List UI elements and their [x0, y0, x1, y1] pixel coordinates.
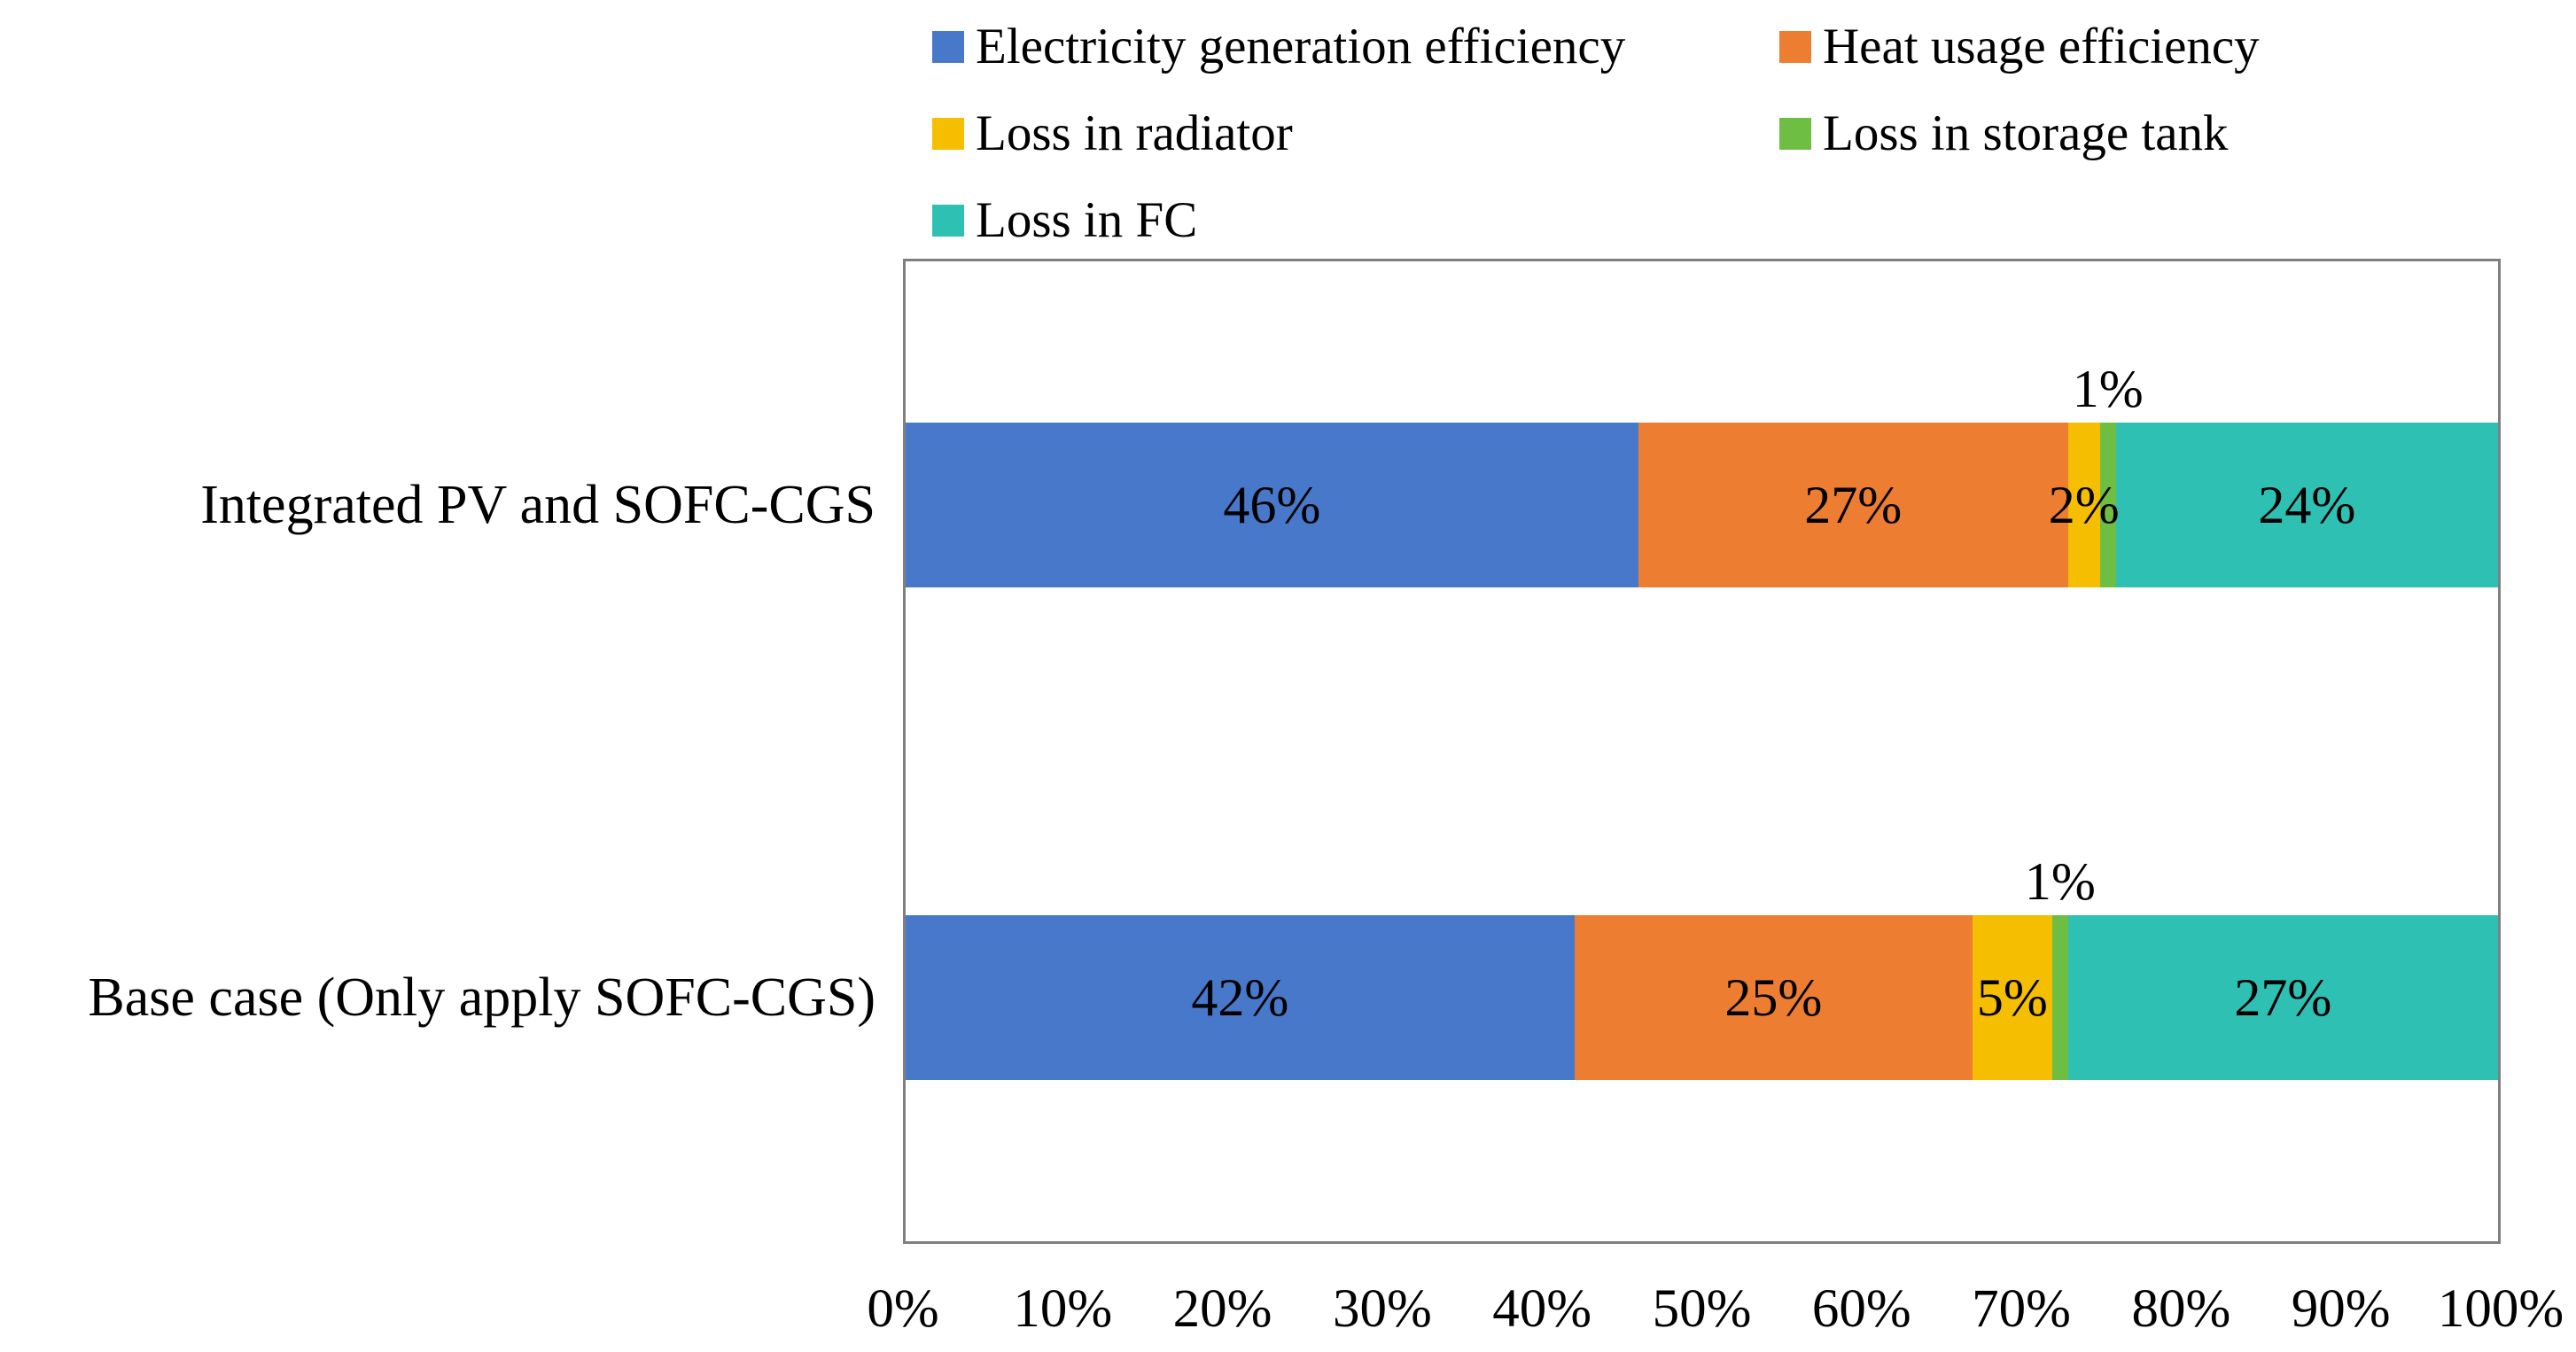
segment-value-label: 5%: [1976, 968, 2048, 1027]
x-axis-tick-label: 60%: [1811, 1279, 1911, 1339]
legend-swatch-icon: [932, 31, 964, 63]
legend-label: Electricity generation efficiency: [976, 18, 1626, 74]
bar-segment: 46%: [906, 423, 1638, 587]
segment-value-label: 46%: [1223, 476, 1321, 534]
x-axis-tick-label: 80%: [2131, 1279, 2231, 1339]
x-axis-tick-label: 70%: [1972, 1279, 2072, 1339]
legend-item: Loss in storage tank: [1779, 105, 2229, 161]
legend-label: Heat usage efficiency: [1823, 18, 2260, 74]
segment-value-label-above: 1%: [2024, 852, 2096, 911]
bar-segment: 42%: [906, 915, 1575, 1080]
x-axis-tick-label: 0%: [867, 1279, 939, 1339]
x-axis-tick-label: 50%: [1652, 1279, 1752, 1339]
segment-value-label: 2%: [2048, 476, 2120, 534]
x-axis-tick-label: 40%: [1492, 1279, 1592, 1339]
legend-item: Electricity generation efficiency: [932, 18, 1625, 74]
plot-area: 1% 46% 27% 2% 24% 1% 42% 25% 5% 27%: [903, 259, 2501, 1244]
segment-value-label: 27%: [1804, 476, 1903, 534]
legend-swatch-icon: [1779, 31, 1811, 63]
x-axis-tick-label: 30%: [1332, 1279, 1432, 1339]
bar-segment: 24%: [2115, 423, 2498, 587]
x-axis-tick-label: 20%: [1172, 1279, 1272, 1339]
category-label: Integrated PV and SOFC-CGS: [200, 475, 876, 535]
bar-segment: [2099, 423, 2116, 587]
legend-item: Loss in FC: [932, 191, 1197, 248]
bar-segment: 27%: [1638, 423, 2068, 587]
stacked-bar: 42% 25% 5% 27%: [906, 915, 2498, 1080]
category-label: Base case (Only apply SOFC-CGS): [88, 967, 876, 1028]
stacked-bar: 46% 27% 2% 24%: [906, 423, 2498, 587]
legend-swatch-icon: [932, 205, 964, 237]
legend-item: Loss in radiator: [932, 105, 1293, 161]
legend-label: Loss in storage tank: [1823, 105, 2229, 161]
legend-swatch-icon: [932, 118, 964, 150]
bar-segment: 27%: [2067, 915, 2498, 1080]
x-axis-tick-label: 10%: [1013, 1279, 1113, 1339]
bar-segment: [2051, 915, 2068, 1080]
legend-item: Heat usage efficiency: [1779, 18, 2260, 74]
segment-value-label: 25%: [1724, 968, 1823, 1027]
segment-value-label: 42%: [1191, 968, 1289, 1027]
segment-value-label: 27%: [2234, 968, 2332, 1027]
legend-label: Loss in radiator: [976, 105, 1293, 161]
bar-segment: 25%: [1574, 915, 1973, 1080]
bar-segment: 2%: [2049, 423, 2120, 587]
x-axis-tick-label: 90%: [2291, 1279, 2391, 1339]
legend-swatch-icon: [1779, 118, 1811, 150]
segment-value-label-above: 1%: [2072, 360, 2144, 418]
x-axis-tick-label: 100%: [2437, 1279, 2564, 1339]
segment-value-label: 24%: [2258, 476, 2356, 534]
legend-label: Loss in FC: [976, 191, 1198, 248]
bar-segment: 5%: [1972, 915, 2052, 1080]
